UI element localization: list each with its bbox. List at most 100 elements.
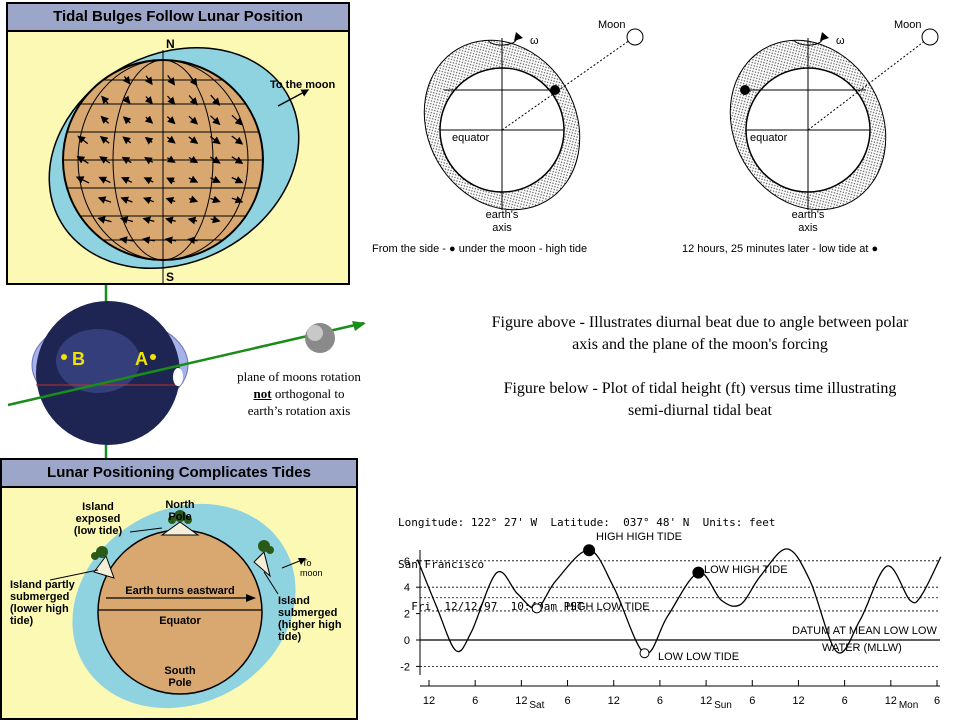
earth-right-glint xyxy=(173,368,183,386)
force-arrow xyxy=(121,176,133,185)
eastward-arrowhead xyxy=(246,594,256,602)
island-submerged-line2: submerged xyxy=(278,607,337,619)
x-tick-label: 6 xyxy=(934,695,940,707)
lunar-positioning-diagram: North Pole South Pole Earth turns eastwa… xyxy=(10,499,342,709)
force-arrow xyxy=(188,136,199,144)
force-arrow xyxy=(143,177,154,185)
lunar-positioning-title: Lunar Positioning Complicates Tides xyxy=(2,460,356,488)
island-right xyxy=(253,551,271,578)
force-arrow xyxy=(121,156,132,165)
y-tick-label: 2 xyxy=(404,609,410,621)
island-exposed-line2: exposed xyxy=(76,513,121,525)
moon-plane-line xyxy=(7,321,365,407)
force-arrow xyxy=(122,76,131,85)
figure-below-line1: Figure below - Plot of tidal height (ft)… xyxy=(503,380,897,397)
island-submerged-line1: Island xyxy=(278,595,310,607)
left-rotation-arrowhead xyxy=(514,32,523,41)
force-arrow xyxy=(187,216,198,225)
force-arrow xyxy=(75,176,90,184)
side-view-diagrams: ω Moon equator earth's axis From the sid… xyxy=(372,19,939,255)
left-moon-circle xyxy=(626,28,644,46)
y-tick-label: 6 xyxy=(404,556,410,568)
tide-header: Longitude: 122° 27' W Latitude: 037° 48'… xyxy=(398,488,776,628)
right-axis-line1: earth's xyxy=(792,209,825,221)
x-tick-label: 12 xyxy=(792,695,804,707)
palm-trees xyxy=(91,510,274,560)
y-tick-label: 4 xyxy=(404,582,410,594)
force-arrow xyxy=(144,136,154,145)
island-partly-line4: tide) xyxy=(10,615,34,627)
north-pole-line2: Pole xyxy=(168,511,191,523)
force-arrow xyxy=(119,216,134,224)
y-tick-label: -2 xyxy=(400,661,410,673)
tide-annotation: WATER (MLLW) xyxy=(822,642,902,654)
point-a-dot xyxy=(150,354,156,360)
island-partly-line3: (lower high xyxy=(10,603,69,615)
to-moon-arrow-2 xyxy=(281,559,303,569)
left-moon-label: Moon xyxy=(598,19,626,31)
tidal-bulges-panel: Tidal Bulges Follow Lunar Position N S T… xyxy=(6,2,350,285)
figure-below-text: Figure below - Plot of tidal height (ft)… xyxy=(440,378,960,422)
force-arrow xyxy=(165,197,176,205)
force-arrow xyxy=(188,155,199,164)
force-arrow xyxy=(142,216,155,225)
x-tick-label: 12 xyxy=(700,695,712,707)
force-arrow xyxy=(188,95,198,106)
force-arrow xyxy=(77,135,89,145)
tide-header-coords: Longitude: 122° 27' W Latitude: 037° 48'… xyxy=(398,516,776,529)
x-day-label: Mon xyxy=(899,700,918,711)
force-arrow xyxy=(144,75,153,86)
force-arrow xyxy=(97,196,112,204)
force-arrow xyxy=(188,175,199,183)
force-arrow xyxy=(231,195,244,204)
south-pole-line1: South xyxy=(164,665,195,677)
orbit-caption-rest: orthogonal to xyxy=(271,386,345,401)
force-arrow xyxy=(164,236,177,245)
north-label: N xyxy=(166,37,175,51)
force-arrow xyxy=(187,236,198,245)
moon-plane-arrowhead xyxy=(352,321,366,331)
force-arrow xyxy=(97,216,112,224)
force-arrow xyxy=(98,176,111,184)
island-partly-line1: Island partly xyxy=(10,579,76,591)
x-tick-label: 12 xyxy=(515,695,527,707)
force-arrow xyxy=(76,156,89,164)
right-equator-label: equator xyxy=(750,132,788,144)
island-exposed-line1: Island xyxy=(82,501,114,513)
island-exposed-line3: (low tide) xyxy=(74,525,123,537)
y-tick-label: 0 xyxy=(404,635,410,647)
right-moon-circle xyxy=(921,28,939,46)
force-arrow xyxy=(210,94,221,106)
force-arrow xyxy=(142,196,155,205)
force-arrow xyxy=(166,135,176,144)
x-tick-label: 6 xyxy=(842,695,848,707)
force-arrow xyxy=(141,236,155,244)
tide-trough-marker xyxy=(531,603,542,614)
force-arrow xyxy=(101,95,110,105)
force-arrow xyxy=(210,115,221,126)
tide-header-station: San Francisco xyxy=(398,558,485,571)
tide-annotation: LOW LOW TIDE xyxy=(658,651,739,663)
x-tick-label: 6 xyxy=(657,695,663,707)
force-arrow xyxy=(99,156,111,164)
tide-annotation: LOW HIGH TIDE xyxy=(704,564,788,576)
tide-trough-marker xyxy=(639,648,650,659)
earth-turns-label: Earth turns eastward xyxy=(125,585,234,597)
force-arrow xyxy=(188,74,198,87)
partly-pointer xyxy=(49,569,99,581)
figure-above-line1: Figure above - Illustrates diurnal beat … xyxy=(491,314,909,331)
force-arrow xyxy=(210,195,221,204)
force-arrow xyxy=(120,196,133,204)
force-arrow xyxy=(166,177,175,185)
orbit-caption-line3: earth’s rotation axis xyxy=(247,403,351,418)
force-arrow xyxy=(100,115,110,124)
submerged-pointer xyxy=(263,571,279,595)
island-top xyxy=(160,521,200,536)
force-arrow xyxy=(210,175,221,183)
force-arrow xyxy=(231,114,243,126)
tidal-bulges-title: Tidal Bulges Follow Lunar Position xyxy=(8,4,348,32)
orbit-caption-line2: not orthogonal to xyxy=(218,385,380,402)
south-pole-line2: Pole xyxy=(168,677,191,689)
left-axis-line1: earth's xyxy=(486,209,519,221)
force-arrow xyxy=(210,215,221,224)
